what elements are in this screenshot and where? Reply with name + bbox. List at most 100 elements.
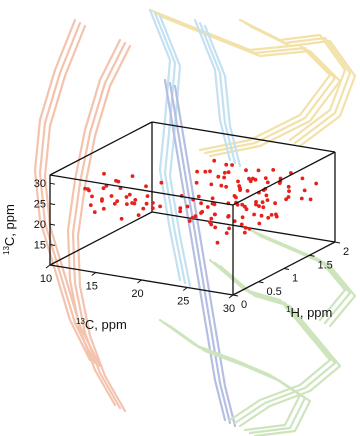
data-point: [114, 178, 118, 183]
z-tick-label: 25: [34, 199, 46, 211]
data-point: [119, 216, 124, 221]
data-point: [224, 231, 229, 236]
data-point: [213, 225, 218, 230]
box-edge: [49, 174, 234, 206]
backbone-ribbon: [71, 41, 127, 410]
data-point: [274, 214, 279, 219]
data-point: [232, 194, 237, 198]
data-point: [101, 206, 106, 211]
data-point: [213, 212, 217, 217]
backbone-ribbon: [158, 14, 342, 158]
data-point: [243, 204, 247, 209]
data-point: [145, 194, 150, 199]
data-point: [265, 198, 270, 203]
backbone-ribbon: [43, 24, 102, 368]
data-point: [90, 194, 94, 199]
backbone-ribbon: [198, 21, 237, 165]
y-tick-label: 0: [241, 299, 247, 311]
box-edge: [49, 211, 153, 266]
data-point: [264, 193, 269, 198]
z-tick: [49, 182, 56, 185]
data-point: [302, 188, 307, 193]
data-point: [115, 199, 120, 204]
backbone-ribbon: [168, 324, 312, 436]
data-point: [236, 179, 240, 184]
data-point: [92, 210, 97, 215]
backbone-ribbon: [218, 264, 342, 428]
data-point: [243, 225, 248, 230]
data-point: [237, 184, 242, 188]
scatter-points: [83, 158, 319, 245]
data-point: [195, 169, 200, 174]
backbone-ribbon: [163, 78, 227, 422]
z-tick: [49, 223, 56, 226]
data-point: [159, 180, 164, 185]
data-point: [151, 201, 155, 205]
backbone-ribbon: [173, 84, 237, 428]
data-point: [239, 222, 244, 227]
data-point: [141, 206, 146, 211]
data-point: [230, 163, 235, 167]
x-tick: [91, 272, 97, 276]
data-point: [245, 189, 250, 193]
backbone-ribbon: [193, 18, 232, 162]
x-axis-label: 13C, ppm: [76, 317, 127, 332]
y-tick-label: 1.5: [318, 259, 333, 271]
backbone-ribbon: [38, 21, 97, 365]
data-point: [222, 170, 227, 175]
data-point: [253, 177, 258, 182]
data-point: [199, 201, 204, 206]
data-point: [150, 206, 155, 211]
data-point: [125, 202, 129, 207]
data-point: [284, 197, 288, 202]
data-point: [224, 162, 229, 167]
data-point: [112, 201, 117, 206]
data-point: [227, 226, 232, 231]
data-point: [203, 169, 208, 174]
data-point: [136, 213, 141, 218]
data-point: [300, 176, 305, 181]
data-point: [88, 203, 93, 208]
data-point: [247, 176, 251, 181]
data-point: [193, 214, 198, 219]
data-point: [238, 188, 243, 193]
data-point: [132, 201, 137, 206]
y-tick: [283, 268, 290, 270]
data-point: [244, 168, 248, 173]
data-point: [259, 213, 264, 218]
backbone-ribbon: [33, 18, 92, 362]
data-point: [100, 199, 104, 203]
backbone-ribbon: [238, 18, 347, 142]
y-tick: [309, 254, 315, 257]
data-point: [178, 206, 183, 211]
data-point: [187, 219, 192, 223]
data-point: [286, 184, 291, 189]
x-tick-label: 20: [131, 288, 143, 300]
z-tick-label: 15: [34, 240, 46, 252]
data-point: [226, 214, 231, 219]
data-point: [210, 196, 215, 201]
data-point: [235, 202, 240, 207]
data-point: [286, 195, 291, 199]
data-point: [240, 202, 245, 207]
x-tick-label: 25: [177, 296, 189, 308]
backbone-ribbon: [203, 24, 242, 168]
plot-box-back-edges: [49, 121, 336, 266]
x-tick: [137, 279, 142, 284]
data-point: [127, 192, 132, 197]
data-point: [194, 180, 199, 185]
data-point: [252, 212, 256, 217]
data-point: [232, 219, 237, 224]
data-point: [178, 209, 183, 214]
data-point: [222, 175, 227, 180]
data-point: [247, 226, 252, 231]
data-point: [208, 169, 212, 174]
data-point: [219, 183, 224, 188]
data-point: [209, 216, 214, 221]
x-tick-label: 15: [86, 281, 98, 293]
z-tick-label: 30: [34, 178, 46, 190]
data-point: [273, 201, 277, 206]
box-edge: [232, 151, 336, 206]
box-edge: [151, 211, 336, 243]
backbone-ribbon: [243, 21, 352, 145]
